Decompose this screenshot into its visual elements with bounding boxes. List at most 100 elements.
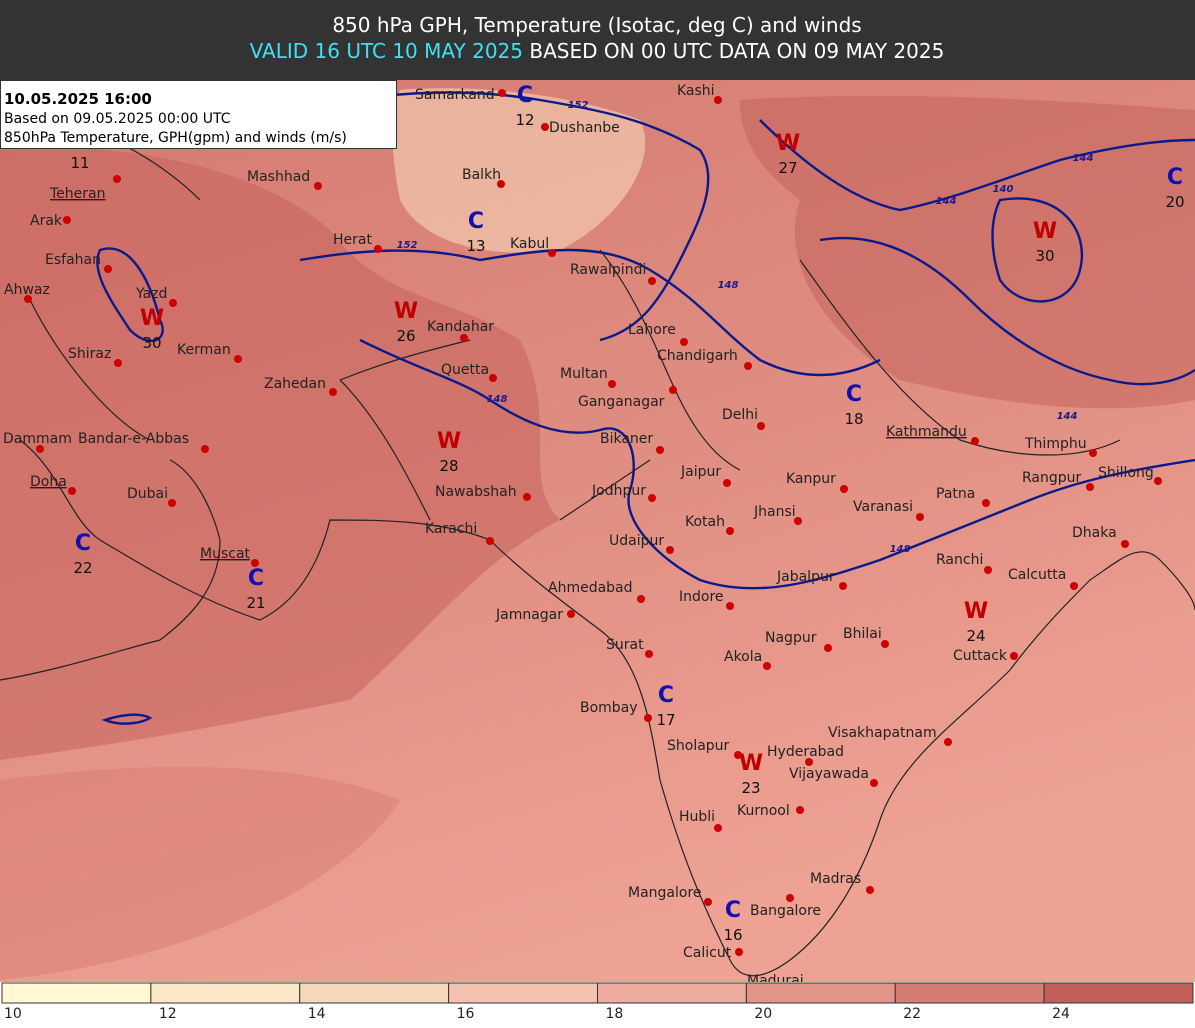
city-label: Patna	[936, 486, 975, 502]
city-label: Herat	[333, 232, 372, 248]
city-dot	[723, 479, 731, 487]
city-label: Visakhapatnam	[828, 725, 937, 741]
city-dot	[648, 277, 656, 285]
city-dot	[704, 898, 712, 906]
colorbar-segment	[299, 982, 450, 1004]
center-letter: C	[725, 898, 741, 923]
city-dot	[763, 662, 771, 670]
city-dot	[68, 487, 76, 495]
center-letter: W	[964, 599, 988, 624]
city-label: Lahore	[628, 322, 676, 338]
center-value: 16	[723, 926, 742, 944]
city-dot	[523, 493, 531, 501]
city-dot	[329, 388, 337, 396]
city-dot	[881, 640, 889, 648]
city-dot	[548, 249, 556, 257]
valid-time: VALID 16 UTC 10 MAY 2025	[250, 39, 523, 63]
city-dot	[944, 738, 952, 746]
info-box	[0, 80, 397, 149]
city-label: Jhansi	[753, 504, 796, 520]
colorbar-segment	[1, 982, 152, 1004]
city-dot	[824, 644, 832, 652]
info-date: 10.05.2025 16:00	[4, 90, 152, 108]
city-dot	[757, 422, 765, 430]
center-value: 12	[515, 111, 534, 129]
city-label: Udaipur	[609, 533, 664, 549]
city-label: Dhaka	[1072, 525, 1117, 541]
city-label: Karachi	[425, 521, 477, 537]
contour-label: 148	[890, 544, 911, 555]
city-label: Jodhpur	[591, 483, 646, 499]
city-label: Nagpur	[765, 630, 817, 646]
city-label: Jaipur	[680, 464, 721, 480]
city-label: Bandar-e-Abbas	[78, 431, 189, 447]
city-label: Balkh	[462, 167, 501, 183]
center-letter: C	[658, 683, 674, 708]
city-dot	[744, 362, 752, 370]
city-label: Multan	[560, 366, 608, 382]
city-label: Kotah	[685, 514, 725, 530]
colorbar-tick-label: 18	[606, 1006, 624, 1022]
colorbar-segment	[745, 982, 896, 1004]
city-dot	[169, 299, 177, 307]
city-label: Bombay	[580, 700, 638, 716]
header-bar	[0, 0, 1195, 80]
center-value: 13	[466, 237, 485, 255]
city-label: Calcutta	[1008, 567, 1066, 583]
city-label: Dubai	[127, 486, 168, 502]
center-value: 30	[142, 334, 161, 352]
city-dot	[726, 527, 734, 535]
center-value: 21	[246, 594, 265, 612]
city-label: Esfahan	[45, 252, 101, 268]
colorbar-tick-label: 22	[903, 1006, 921, 1022]
city-dot	[840, 485, 848, 493]
city-label: Hubli	[679, 809, 715, 825]
city-dot	[567, 610, 575, 618]
city-dot	[541, 123, 549, 131]
city-label: Mangalore	[628, 885, 702, 901]
city-dot	[36, 445, 44, 453]
city-dot	[113, 175, 121, 183]
city-dot	[870, 779, 878, 787]
colorbar-tick-label: 24	[1052, 1006, 1070, 1022]
center-value: 17	[656, 711, 675, 729]
isolated-value: 11	[70, 154, 89, 172]
city-dot	[916, 513, 924, 521]
contour-label: 144	[936, 196, 957, 207]
city-dot	[374, 245, 382, 253]
city-label: Samarkand	[415, 87, 495, 103]
city-dot	[734, 751, 742, 759]
city-label: Nawabshah	[435, 484, 517, 500]
center-letter: W	[140, 306, 164, 331]
contour-label: 144	[1073, 153, 1094, 164]
warm-region	[0, 147, 560, 760]
gph-contours	[96, 91, 1195, 725]
city-dot	[669, 386, 677, 394]
city-label: Sholapur	[667, 738, 730, 754]
city-dot	[251, 559, 259, 567]
city-label: Ganganagar	[578, 394, 665, 410]
city-label: Jamnagar	[495, 607, 563, 623]
center-value: 26	[396, 327, 415, 345]
cool-region	[392, 88, 646, 253]
city-label: Ahwaz	[4, 282, 50, 298]
center-value: 27	[778, 159, 797, 177]
city-label: Arak	[30, 213, 63, 229]
header-subtitle: VALID 16 UTC 10 MAY 2025 BASED ON 00 UTC…	[250, 39, 945, 63]
contour-label: 144	[1057, 411, 1078, 422]
city-label: Bhilai	[843, 626, 882, 642]
city-dot	[645, 650, 653, 658]
city-label: Ahmedabad	[548, 580, 633, 596]
contour-label: 152	[397, 240, 418, 251]
city-dot	[314, 182, 322, 190]
center-letter: W	[1033, 219, 1057, 244]
city-label: Vijayawada	[789, 766, 869, 782]
colorbar-tick-label: 10	[4, 1006, 22, 1022]
info-based: Based on 09.05.2025 00:00 UTC	[4, 111, 231, 127]
center-letter: C	[468, 209, 484, 234]
city-dot	[786, 894, 794, 902]
city-dot	[497, 180, 505, 188]
info-description: 850hPa Temperature, GPH(gpm) and winds (…	[4, 130, 347, 146]
center-value: 22	[73, 559, 92, 577]
city-label: Chandigarh	[657, 348, 738, 364]
